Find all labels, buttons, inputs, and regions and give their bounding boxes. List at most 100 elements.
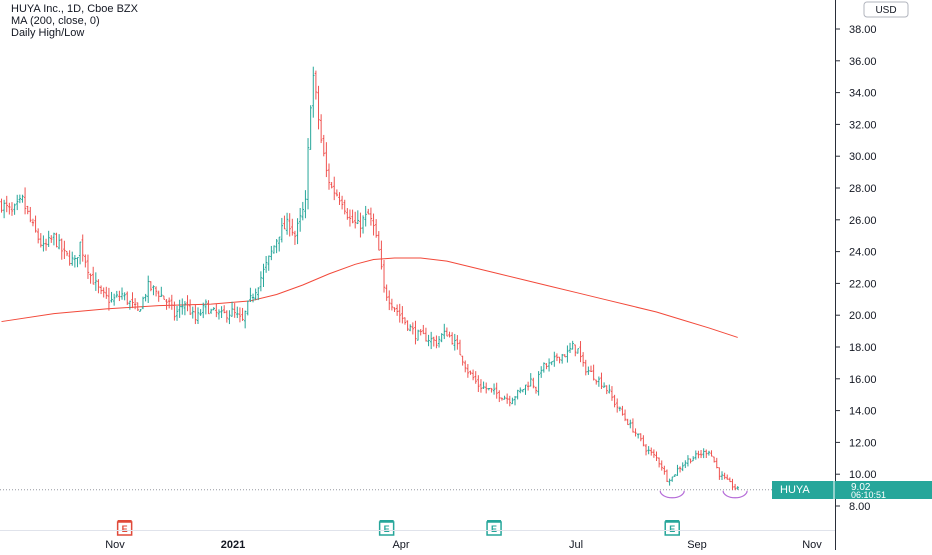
ohlc-bar [440,333,443,343]
price-tick-label: 18.00 [849,342,877,354]
ohlc-bar [500,397,504,401]
ohlc-bar [346,208,349,220]
ohlc-bars [0,66,739,491]
ohlc-bar [495,382,498,399]
ohlc-bar [31,218,35,227]
last-price-tag: HUYA 9.02 06:10:51 [772,481,932,500]
legend-ma[interactable]: MA (200, close, 0) [11,15,100,27]
ohlc-bar [280,217,284,243]
ohlc-bar [505,393,509,404]
ohlc-bar [220,306,223,319]
ohlc-bar [170,294,173,310]
ohlc-bar [498,390,501,403]
ohlc-bar [275,239,278,254]
ohlc-bar [233,303,236,318]
ohlc-bar [319,114,323,144]
ohlc-bar [644,444,648,456]
ohlc-bar [571,340,574,350]
time-axis[interactable]: Nov 2021 Apr Jul Sep Nov [105,539,822,551]
ohlc-bar [47,230,50,248]
ohlc-bar [2,199,6,219]
ohlc-bar [186,295,189,312]
ohlc-bar [283,215,286,230]
ohlc-bar [610,386,614,401]
ohlc-bar [285,212,289,235]
ohlc-bar [68,250,71,266]
ohlc-bar [165,299,168,310]
ohlc-bar [537,371,540,396]
ohlc-bar [8,202,11,215]
ohlc-bar [199,309,202,316]
time-tick-label: Nov [105,539,125,550]
price-tick-label: 20.00 [849,310,877,322]
ohlc-bar [288,213,291,237]
ohlc-bar [471,369,475,381]
ohlc-bar [435,335,438,349]
ohlc-bar [71,251,74,266]
ohlc-bar [44,238,48,251]
earnings-marker[interactable]: E [378,520,395,536]
ohlc-bar [406,320,409,331]
ohlc-bar [18,194,22,204]
price-tick-label: 28.00 [849,183,877,195]
price-axis[interactable]: 38.00 36.00 34.00 32.00 30.00 28.00 26.00 24.00… [835,24,877,513]
ohlc-bar [97,279,100,294]
ohlc-bar [178,299,181,318]
ohlc-bar [726,474,729,480]
ohlc-bar [474,371,477,384]
svg-text:E: E [122,524,128,534]
price-tick-label: 34.00 [849,88,877,100]
ohlc-bar [175,306,179,321]
ohlc-bar [16,194,19,211]
ohlc-bar [529,373,532,387]
ohlc-bar [105,286,108,299]
ohlc-bar [526,381,530,391]
price-tick-label: 30.00 [849,151,877,163]
ohlc-bar [579,341,582,363]
ohlc-bar [665,469,669,482]
ohlc-bar [516,389,519,400]
ohlc-bar [207,300,210,315]
ohlc-bar [453,333,456,351]
ohlc-bar [36,228,40,244]
ohlc-bar [293,230,297,245]
time-tick-label: Sep [687,539,707,550]
ohlc-bar [115,290,118,298]
ohlc-bar [411,322,415,335]
ohlc-bar [84,254,87,268]
ohlc-bar [81,234,84,262]
ohlc-bar [445,327,449,337]
chart-legend[interactable]: HUYA Inc., 1D, Cboe BZX MA (200, close, … [11,3,139,39]
price-pane[interactable] [0,0,835,510]
legend-high-low[interactable]: Daily High/Low [11,27,84,39]
ohlc-bar [338,192,341,205]
ohlc-bar [458,339,462,356]
ohlc-bar [655,451,658,462]
ohlc-bar [545,363,548,370]
legend-symbol[interactable]: HUYA Inc., 1D, Cboe BZX [11,3,139,15]
price-tag-symbol: HUYA [780,484,810,496]
currency-label: USD [875,5,896,16]
ohlc-bar [147,275,150,304]
ohlc-bar [133,298,137,310]
price-tick-label: 38.00 [849,24,877,36]
ohlc-bar [385,284,388,301]
ohlc-bar [264,255,268,273]
ohlc-bar [623,409,627,422]
ohlc-bar [629,419,632,429]
currency-button[interactable]: USD [863,1,909,18]
ohlc-bar [369,207,373,226]
earnings-marker[interactable]: E [116,520,133,536]
ohlc-bar [589,365,593,372]
ohlc-bar [424,327,428,342]
price-tick-label: 22.00 [849,278,877,290]
ohlc-bar [354,211,357,229]
earnings-marker[interactable]: E [486,520,502,536]
ohlc-bar [212,307,215,311]
earnings-marker[interactable]: E [664,520,680,536]
ohlc-bar [301,201,304,221]
ohlc-bar [616,398,619,413]
